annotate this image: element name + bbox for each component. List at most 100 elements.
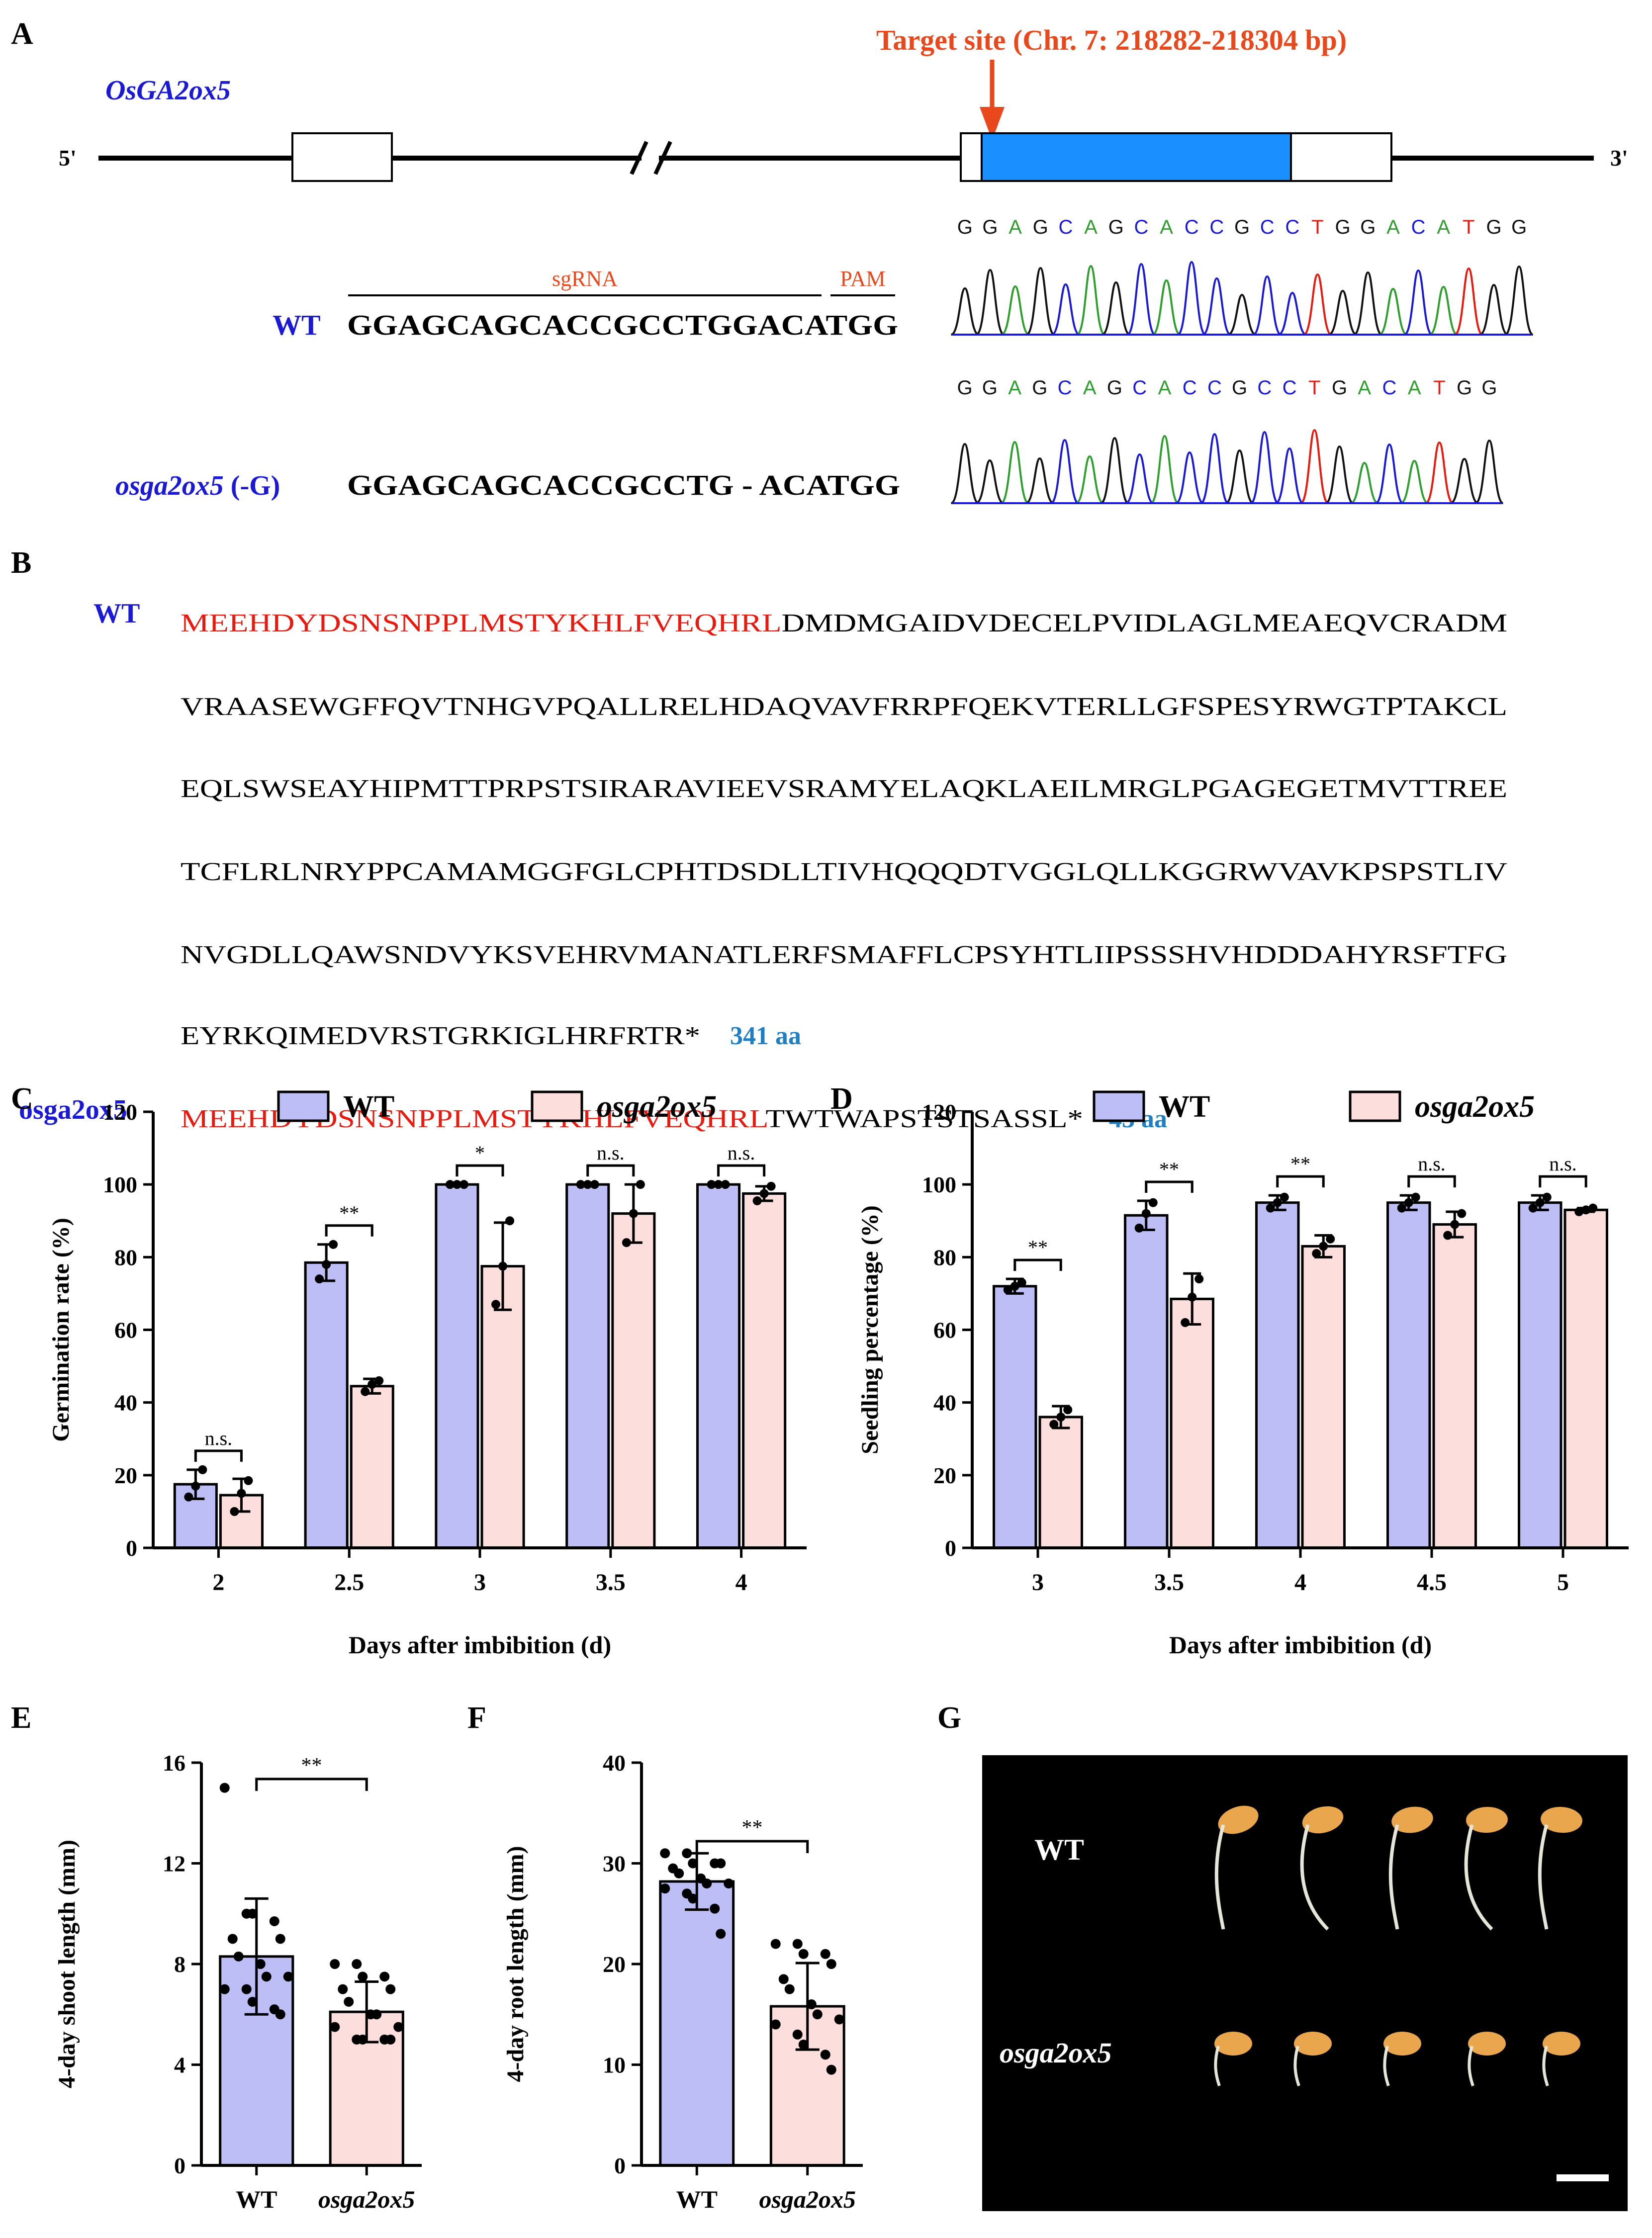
data-point — [352, 1959, 362, 1969]
bar-osga2ox5-3 — [1038, 1416, 1083, 1549]
data-point — [1141, 1209, 1151, 1218]
bar-osga2ox5-4 — [742, 1192, 787, 1549]
data-point — [1266, 1203, 1275, 1213]
seedling-root-wt — [1214, 1824, 1225, 1930]
wt-protein-label: WT — [93, 598, 140, 629]
data-point — [622, 1238, 631, 1248]
data-point — [361, 1387, 370, 1396]
chrom-base-G: G — [982, 377, 998, 399]
x-tick-label: 3 — [474, 1569, 486, 1596]
legend-swatch-mut — [1349, 1090, 1401, 1122]
chrom-peak — [1125, 453, 1154, 504]
chrom-base-C: C — [1257, 377, 1272, 399]
chrom-base-A: A — [1008, 377, 1021, 399]
data-point — [445, 1180, 455, 1189]
data-point — [344, 1996, 354, 2007]
x-tick-label: 2.5 — [334, 1569, 364, 1596]
y-tick-label: 12 — [163, 1851, 185, 1877]
legend-swatch-wt — [1093, 1090, 1145, 1122]
y-tick-label: 0 — [945, 1535, 956, 1561]
chrom-base-G: G — [1234, 216, 1250, 238]
significance-bracket — [194, 1449, 243, 1462]
panel-label-f: F — [467, 1701, 486, 1735]
chrom-peak — [1475, 439, 1504, 504]
data-point — [629, 1209, 638, 1218]
data-point — [1326, 1234, 1335, 1244]
chrom-peak — [1001, 285, 1030, 336]
seedling-seed-wt — [1302, 1806, 1344, 1834]
wt-protein-line-3: EQLSWSEAYHIPMTTPRPSTSIRARAVIEEVSRAMYELAQ… — [181, 775, 1507, 803]
y-tick-label: 120 — [922, 1099, 956, 1125]
y-tick-label: 16 — [163, 1750, 185, 1776]
sgrna-label: sgRNA — [552, 267, 618, 291]
mut-sequence: GGAGCAGCACCGCCTG - ACATGG — [347, 469, 900, 501]
data-point — [330, 2022, 340, 2032]
bar-WT — [659, 1880, 735, 2167]
chrom-base-A: A — [1358, 377, 1371, 399]
pam-label: PAM — [840, 267, 885, 291]
chrom-peak — [1177, 261, 1206, 336]
legend-label-wt: WT — [1159, 1090, 1210, 1124]
data-point — [770, 2019, 781, 2030]
data-point — [358, 2034, 368, 2045]
data-point — [329, 1240, 338, 1249]
seedling-seed-wt — [1541, 1806, 1582, 1833]
chrom-peak — [1126, 263, 1156, 336]
chrom-base-C: C — [1183, 377, 1197, 399]
seedling-root-wt — [1300, 1824, 1329, 1931]
bar-WT-3 — [993, 1285, 1037, 1549]
data-point — [826, 1959, 836, 1969]
chrom-base-C: C — [1283, 377, 1297, 399]
chrom-peak — [1025, 457, 1054, 504]
chrom-base-A: A — [1386, 216, 1400, 238]
panel-b: B WT MEEHDYDSNSNPPLMSTYKHLFVEQHRL DMDMGAI… — [11, 546, 1507, 1133]
seedling-seed-mut — [1468, 2032, 1506, 2056]
data-point — [583, 1180, 592, 1189]
x-axis-label: Days after imbibition (d) — [1169, 1631, 1432, 1659]
y-tick-label: 0 — [126, 1535, 137, 1561]
data-point — [1010, 1281, 1019, 1291]
data-point — [716, 1858, 726, 1869]
seedling-root-mut — [1468, 2046, 1474, 2086]
chrom-peak — [1450, 457, 1479, 504]
data-point — [660, 1848, 670, 1859]
panel-label-e: E — [11, 1701, 31, 1735]
data-point — [792, 2029, 803, 2040]
data-point — [393, 2022, 404, 2032]
chrom-peak — [1253, 275, 1282, 336]
data-point — [241, 1984, 252, 1994]
data-point — [367, 1380, 377, 1389]
chrom-peak — [1350, 461, 1379, 504]
seedling-root-mut — [1293, 2046, 1300, 2086]
x-tick-label: 2 — [212, 1569, 224, 1596]
x-tick-label: 3 — [1032, 1569, 1044, 1596]
seedling-seed-wt — [1466, 1806, 1508, 1833]
data-point — [636, 1180, 645, 1189]
data-point — [682, 1848, 692, 1859]
chrom-peak — [1328, 289, 1357, 336]
wt-sequence: GGAGCAGCACCGCCTGGACATGG — [347, 309, 898, 341]
chrom-base-T: T — [1463, 216, 1474, 238]
y-tick-label: 20 — [603, 1952, 626, 1977]
chrom-peak — [1400, 459, 1429, 504]
data-point — [724, 1879, 734, 1888]
x-tick-label: 4 — [1294, 1569, 1306, 1596]
data-point — [244, 1476, 253, 1485]
chrom-base-C: C — [1058, 377, 1072, 399]
data-point — [261, 1971, 272, 1982]
chrom-base-C: C — [1134, 216, 1148, 238]
y-tick-label: 100 — [103, 1172, 137, 1197]
chrom-base-A: A — [1009, 216, 1022, 238]
target-arrow-head — [980, 107, 1005, 140]
chrom-base-G: G — [1032, 377, 1047, 399]
data-point — [230, 1507, 239, 1516]
seedling-seed-mut — [1294, 2032, 1332, 2056]
chrom-peak — [975, 459, 1004, 504]
chrom-base-G: G — [1108, 216, 1124, 238]
bar-WT-4.5 — [1386, 1201, 1431, 1549]
wt-rest-segment: DMDMGAIDVDECELPVIDLAGLMEAEQVCRADM — [782, 609, 1507, 637]
data-point — [247, 1996, 258, 2007]
data-point — [459, 1180, 468, 1189]
chrom-peak — [1175, 451, 1204, 504]
chrom-peak — [1150, 435, 1179, 504]
